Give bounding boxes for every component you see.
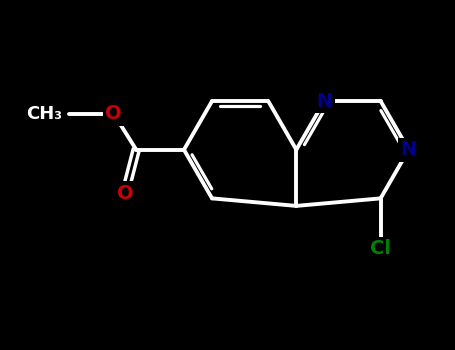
Text: N: N [400, 140, 417, 159]
Text: O: O [116, 184, 133, 203]
Text: O: O [106, 104, 122, 123]
Text: N: N [316, 92, 333, 111]
Text: Cl: Cl [370, 239, 391, 258]
Text: CH₃: CH₃ [26, 105, 62, 123]
